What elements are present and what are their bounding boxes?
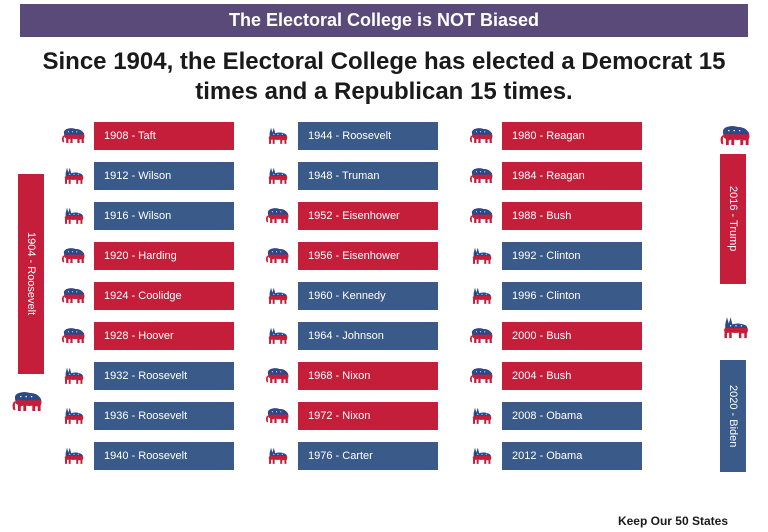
election-bar: 1928 - Hoover <box>94 322 234 350</box>
vertical-election-bar: 2020 - Biden <box>720 360 746 472</box>
elephant-icon <box>718 118 754 154</box>
election-bar: 2008 - Obama <box>502 402 642 430</box>
election-bar: 1924 - Coolidge <box>94 282 234 310</box>
election-bar: 1996 - Clinton <box>502 282 642 310</box>
election-bar: 2012 - Obama <box>502 442 642 470</box>
vertical-election-bar: 2016 - Trump <box>720 154 746 284</box>
banner-text: The Electoral College is NOT Biased <box>229 10 539 30</box>
elephant-icon <box>10 384 46 420</box>
election-bar: 1968 - Nixon <box>298 362 438 390</box>
election-row: 1908 - Taft <box>60 119 234 153</box>
election-bar: 1992 - Clinton <box>502 242 642 270</box>
election-row: 1932 - Roosevelt <box>60 359 234 393</box>
election-row: 1936 - Roosevelt <box>60 399 234 433</box>
election-row: 1972 - Nixon <box>264 399 438 433</box>
election-row: 2000 - Bush <box>468 319 642 353</box>
donkey-icon <box>264 322 292 350</box>
donkey-icon <box>264 442 292 470</box>
election-row: 1996 - Clinton <box>468 279 642 313</box>
donkey-icon <box>468 282 496 310</box>
election-bar: 1936 - Roosevelt <box>94 402 234 430</box>
elephant-icon <box>468 362 496 390</box>
column-1: 1908 - Taft 1912 - Wilson 1916 - Wilson … <box>60 119 234 473</box>
donkey-icon <box>60 362 88 390</box>
donkey-icon <box>60 402 88 430</box>
elephant-icon <box>10 384 46 420</box>
election-bar: 1972 - Nixon <box>298 402 438 430</box>
election-row: 1928 - Hoover <box>60 319 234 353</box>
elephant-icon <box>264 362 292 390</box>
election-bar: 1932 - Roosevelt <box>94 362 234 390</box>
election-row: 1948 - Truman <box>264 159 438 193</box>
election-bar: 1916 - Wilson <box>94 202 234 230</box>
election-row: 1912 - Wilson <box>60 159 234 193</box>
elephant-icon <box>264 202 292 230</box>
donkey-icon <box>264 122 292 150</box>
elephant-icon <box>60 282 88 310</box>
election-bar: 1988 - Bush <box>502 202 642 230</box>
footer-credit: Keep Our 50 States <box>618 514 728 528</box>
column-2: 1944 - Roosevelt 1948 - Truman 1952 - Ei… <box>264 119 438 473</box>
donkey-icon <box>264 162 292 190</box>
elephant-icon <box>60 242 88 270</box>
elephant-icon <box>264 402 292 430</box>
donkey-icon <box>718 310 754 346</box>
election-row: 1920 - Harding <box>60 239 234 273</box>
election-row: 1992 - Clinton <box>468 239 642 273</box>
elephant-icon <box>468 202 496 230</box>
columns-container: 1908 - Taft 1912 - Wilson 1916 - Wilson … <box>0 115 768 473</box>
column-3: 1980 - Reagan 1984 - Reagan 1988 - Bush … <box>468 119 642 473</box>
donkey-icon <box>718 310 754 346</box>
donkey-icon <box>468 442 496 470</box>
elephant-icon <box>264 242 292 270</box>
election-row: 1964 - Johnson <box>264 319 438 353</box>
election-bar: 1948 - Truman <box>298 162 438 190</box>
donkey-icon <box>468 402 496 430</box>
vertical-election-bar: 1904 - Roosevelt <box>18 174 44 374</box>
election-bar: 2000 - Bush <box>502 322 642 350</box>
election-row: 1924 - Coolidge <box>60 279 234 313</box>
election-row: 1988 - Bush <box>468 199 642 233</box>
election-row: 1944 - Roosevelt <box>264 119 438 153</box>
donkey-icon <box>60 202 88 230</box>
headline: Since 1904, the Electoral College has el… <box>0 37 768 115</box>
election-row: 1976 - Carter <box>264 439 438 473</box>
elephant-icon <box>60 122 88 150</box>
election-row: 1968 - Nixon <box>264 359 438 393</box>
election-bar: 1940 - Roosevelt <box>94 442 234 470</box>
banner: The Electoral College is NOT Biased <box>20 4 748 37</box>
elephant-icon <box>468 122 496 150</box>
election-bar: 1944 - Roosevelt <box>298 122 438 150</box>
election-bar: 1976 - Carter <box>298 442 438 470</box>
donkey-icon <box>264 282 292 310</box>
election-row: 1940 - Roosevelt <box>60 439 234 473</box>
election-bar: 1908 - Taft <box>94 122 234 150</box>
election-bar: 2004 - Bush <box>502 362 642 390</box>
election-bar: 1980 - Reagan <box>502 122 642 150</box>
elephant-icon <box>468 322 496 350</box>
election-bar: 1956 - Eisenhower <box>298 242 438 270</box>
elephant-icon <box>468 162 496 190</box>
election-bar: 1920 - Harding <box>94 242 234 270</box>
election-bar: 1960 - Kennedy <box>298 282 438 310</box>
election-row: 1952 - Eisenhower <box>264 199 438 233</box>
election-row: 2008 - Obama <box>468 399 642 433</box>
election-bar: 1964 - Johnson <box>298 322 438 350</box>
election-row: 2012 - Obama <box>468 439 642 473</box>
election-row: 1984 - Reagan <box>468 159 642 193</box>
donkey-icon <box>468 242 496 270</box>
donkey-icon <box>60 442 88 470</box>
elephant-icon <box>60 322 88 350</box>
election-row: 1980 - Reagan <box>468 119 642 153</box>
election-bar: 1952 - Eisenhower <box>298 202 438 230</box>
election-row: 1956 - Eisenhower <box>264 239 438 273</box>
election-row: 1960 - Kennedy <box>264 279 438 313</box>
election-bar: 1912 - Wilson <box>94 162 234 190</box>
election-bar: 1984 - Reagan <box>502 162 642 190</box>
election-row: 1916 - Wilson <box>60 199 234 233</box>
donkey-icon <box>60 162 88 190</box>
election-row: 2004 - Bush <box>468 359 642 393</box>
elephant-icon <box>718 118 754 154</box>
